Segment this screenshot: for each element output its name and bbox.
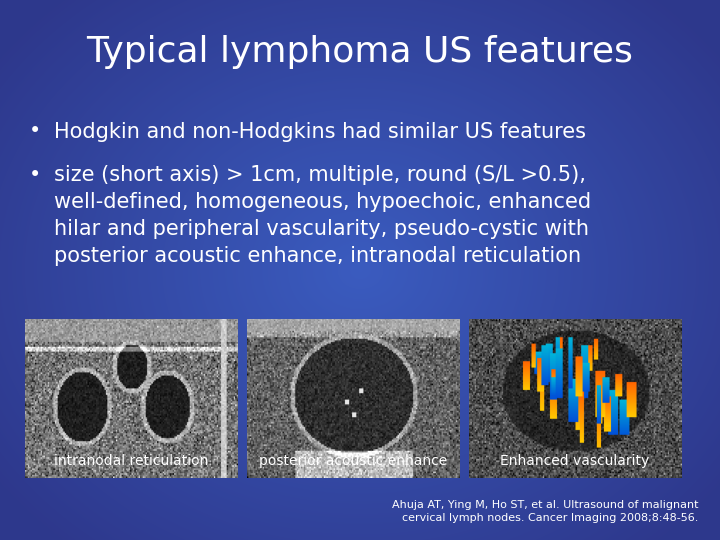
Text: •: • <box>29 165 41 185</box>
Text: posterior acoustic enhance: posterior acoustic enhance <box>259 454 447 468</box>
Text: •: • <box>29 122 41 141</box>
Text: intranodal reticulation: intranodal reticulation <box>54 454 209 468</box>
Text: size (short axis) > 1cm, multiple, round (S/L >0.5),
well-defined, homogeneous, : size (short axis) > 1cm, multiple, round… <box>54 165 591 266</box>
Text: Hodgkin and non-Hodgkins had similar US features: Hodgkin and non-Hodgkins had similar US … <box>54 122 586 141</box>
Text: Ahuja AT, Ying M, Ho ST, et al. Ultrasound of malignant
cervical lymph nodes. Ca: Ahuja AT, Ying M, Ho ST, et al. Ultrasou… <box>392 501 698 523</box>
Text: Enhanced vascularity: Enhanced vascularity <box>500 454 649 468</box>
Text: Typical lymphoma US features: Typical lymphoma US features <box>86 35 634 69</box>
